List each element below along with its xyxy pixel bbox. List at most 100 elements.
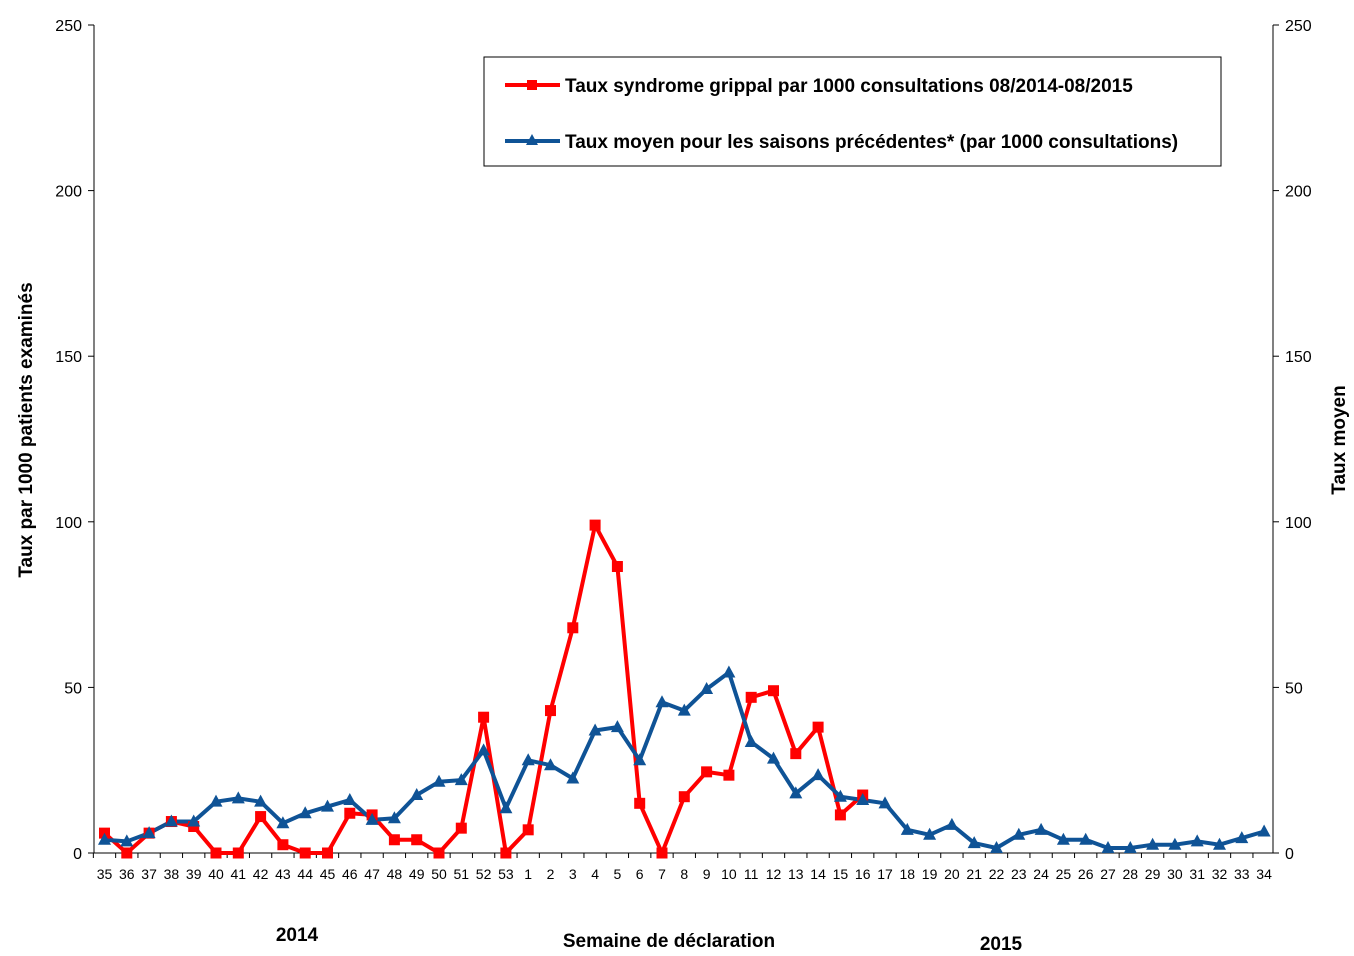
series-2-point [321,799,334,812]
x-tick-label: 11 [744,866,759,882]
y-tick-label-left: 50 [64,680,82,697]
legend-marker-series-1 [527,80,537,90]
x-tick-label: 32 [1212,866,1228,882]
series-1-point [210,847,222,859]
series-2-point [521,753,535,766]
series-1-point [834,809,846,821]
series-2-point [722,665,736,678]
y-tick-label-left: 100 [55,515,82,532]
series-2-point [1079,832,1093,845]
series-1-point [812,721,824,733]
series-2-point [811,768,825,781]
x-tick-label: 34 [1256,866,1272,882]
series-2-point [1235,831,1249,844]
series-1-point [634,797,646,809]
x-tick-label: 8 [680,866,688,882]
series-2-point [454,773,468,786]
series-1-point [433,847,445,859]
legend-label-series-1: Taux syndrome grippal par 1000 consultat… [565,76,1133,97]
series-2-point [856,793,870,806]
series-2-point [1012,827,1026,840]
x-tick-label: 15 [833,866,849,882]
series-1-point [455,822,467,834]
series-2-point [410,788,424,801]
x-tick-label: 5 [614,866,622,882]
x-tick-label: 4 [591,866,599,882]
x-tick-label: 38 [164,866,180,882]
x-tick-label: 44 [297,866,313,882]
y-tick-label-right: 100 [1285,515,1312,532]
series-1-point [768,685,779,697]
series-1-point [589,519,601,531]
series-2-point [276,816,290,829]
series-1-point [567,622,579,634]
series-2-point [833,789,847,802]
x-tick-label: 2 [547,866,555,882]
x-tick-label: 24 [1033,866,1049,882]
y-tick-label-left: 150 [55,349,82,366]
x-tick-label: 18 [900,866,916,882]
series-1-point [411,834,423,846]
series-2-point [432,774,446,787]
x-tick-label: 35 [97,866,113,882]
series-1-point [745,691,757,703]
x-tick-label: 46 [342,866,358,882]
y-axis-title-right: Taux moyen [1329,385,1350,494]
x-tick-label: 37 [141,866,157,882]
year-label-2015: 2015 [980,934,1023,955]
x-tick-label: 27 [1100,866,1116,882]
x-tick-label: 17 [877,866,893,882]
x-tick-label: 25 [1056,866,1072,882]
x-tick-label: 36 [119,866,135,882]
series-2-point [967,836,981,849]
x-tick-label: 29 [1145,866,1161,882]
series-1-point [500,847,512,859]
x-tick-label: 47 [364,866,380,882]
x-tick-label: 41 [231,866,247,882]
series-2-point [142,826,156,839]
x-tick-label: 39 [186,866,202,882]
series-2-point [789,786,803,799]
legend-marker-series-2 [526,134,538,145]
series-1-point [723,769,735,781]
series-2-point [767,751,780,764]
series-2-point [499,801,513,814]
series-2-point [387,811,401,824]
x-tick-label: 50 [431,866,447,882]
x-tick-label: 33 [1234,866,1250,882]
series-2-point [1168,837,1182,850]
series-2-point [700,682,714,695]
series-2-point [477,743,491,756]
x-axis-title: Semaine de déclaration [563,931,775,952]
legend: Taux syndrome grippal par 1000 consultat… [483,56,1222,167]
series-2-point [1056,832,1070,845]
x-tick-label: 12 [766,866,782,882]
y-axis-title-left: Taux par 1000 patients examinés [16,282,37,577]
series-1-point [478,711,490,723]
series-2-point [1146,837,1160,850]
x-tick-label: 53 [498,866,514,882]
series-1-point [344,807,356,819]
series-1-point [656,847,668,859]
series-1-point [232,847,244,859]
series-2-point [945,817,959,830]
series-2-point [655,695,669,708]
series-2-point [1123,841,1137,854]
series-2-point [878,796,892,809]
series-2-point [566,771,580,784]
series-2-point [254,794,268,807]
series-2-point [298,806,312,819]
series-1-point [545,705,556,717]
y-tick-label-left: 200 [55,184,82,201]
y-tick-label-right: 50 [1285,680,1303,697]
series-1-point [611,561,623,573]
series-2-point [98,832,111,845]
x-tick-label: 30 [1167,866,1183,882]
series-1-point [790,748,802,760]
x-tick-label: 6 [636,866,644,882]
series-2-point [1034,822,1048,835]
x-tick-label: 51 [454,866,470,882]
x-tick-label: 43 [275,866,291,882]
x-tick-label: 22 [989,866,1005,882]
